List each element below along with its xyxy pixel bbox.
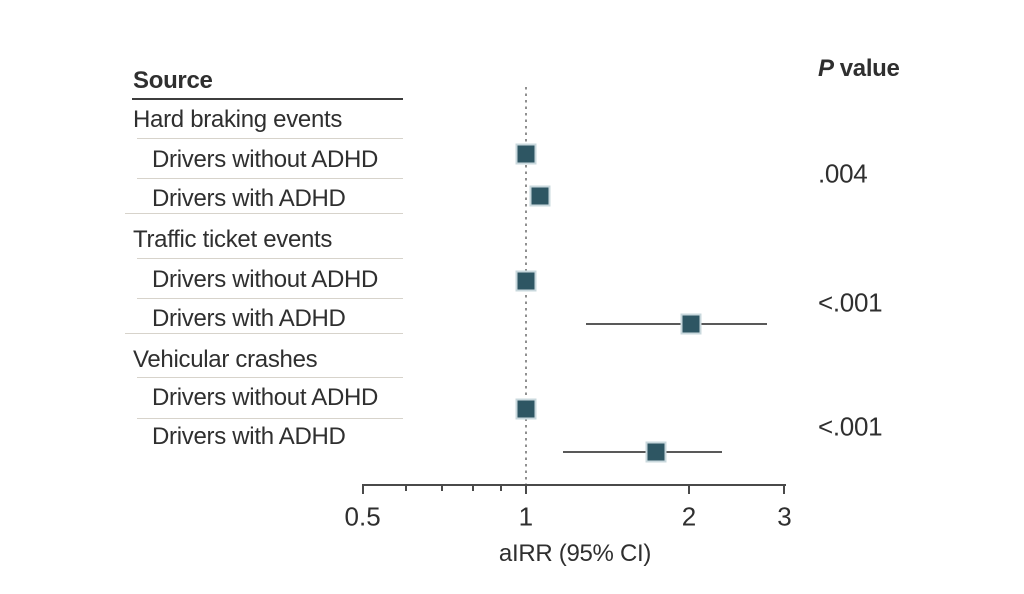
x-axis-line [364,484,786,486]
x-axis-label: aIRR (95% CI) [498,540,652,567]
row-label-subgroup: Drivers without ADHD [152,384,379,411]
row-label-group: Traffic ticket events [133,226,333,253]
axis-minor-tick [472,484,475,491]
row-label-subgroup: Drivers without ADHD [152,266,379,293]
row-separator [137,377,403,378]
row-separator [125,213,403,214]
axis-tick [361,484,364,494]
row-label-subgroup: Drivers with ADHD [152,305,346,332]
axis-tick [783,484,786,494]
p-value-header-italic-p: P [818,55,834,82]
axis-minor-tick [404,484,407,491]
axis-minor-tick [499,484,502,491]
p-value: .004 [818,158,868,189]
row-separator [137,178,403,179]
axis-tick [687,484,690,494]
axis-tick-label: 2 [681,501,697,532]
axis-tick-label: 1 [518,501,534,532]
axis-tick-label: 0.5 [344,501,381,532]
forest-marker [529,185,551,207]
forest-marker [645,441,667,463]
row-label-subgroup: Drivers with ADHD [152,185,346,212]
axis-tick-label: 3 [777,501,792,532]
p-value: <.001 [818,287,883,318]
row-label-subgroup: Drivers without ADHD [152,146,379,173]
row-label-group: Vehicular crashes [133,346,318,373]
row-separator [137,418,403,419]
axis-minor-tick [440,484,443,491]
row-separator [137,298,403,299]
forest-marker [680,313,702,335]
row-label-group: Hard braking events [133,106,343,133]
row-separator [137,258,403,259]
row-label-subgroup: Drivers with ADHD [152,423,346,450]
axis-tick [524,484,527,494]
source-header-rule [132,98,403,100]
p-value: <.001 [818,411,883,442]
forest-marker [515,270,537,292]
ci-line [585,323,767,325]
source-column-header: Source [133,67,213,94]
forest-marker [515,398,537,420]
row-separator [125,333,403,334]
p-value-header-rest: value [839,55,900,82]
ci-line [562,451,722,453]
forest-marker [515,143,537,165]
row-separator [137,138,403,139]
